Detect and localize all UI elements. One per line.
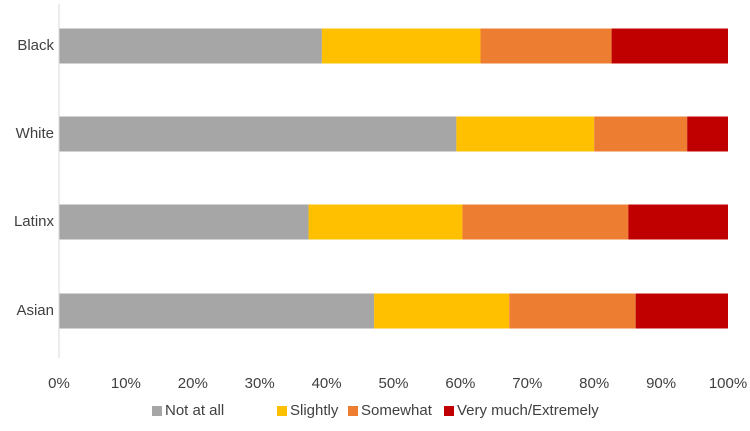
bar-black-very-much-extremely — [611, 28, 728, 64]
category-labels: Black White Latinx Asian — [14, 37, 55, 319]
x-tick-labels: 0% 10% 20% 30% 40% 50% 60% 70% 80% 90% 100% — [48, 375, 747, 392]
bar-latinx-not-at-all — [59, 204, 309, 240]
bar-black-not-at-all — [59, 28, 322, 64]
x-tick-label: 10% — [111, 375, 141, 392]
category-label-black: Black — [17, 37, 54, 54]
x-tick-label: 50% — [378, 375, 408, 392]
x-tick-label: 60% — [445, 375, 475, 392]
legend-swatch-slightly — [277, 406, 287, 416]
x-tick-label: 80% — [579, 375, 609, 392]
bar-asian-not-at-all — [59, 293, 375, 329]
bar-asian-very-much-extremely — [635, 293, 728, 329]
legend-label-not-at-all: Not at all — [165, 402, 224, 419]
x-tick-label: 40% — [312, 375, 342, 392]
x-tick-label: 30% — [245, 375, 275, 392]
legend-swatch-very-much-extremely — [444, 406, 454, 416]
category-label-white: White — [16, 125, 54, 142]
legend: Not at all Slightly Somewhat Very much/Extr… — [152, 402, 599, 419]
legend-label-very-much-extremely: Very much/Extremely — [457, 402, 599, 419]
bar-latinx-somewhat — [462, 204, 629, 240]
bar-asian-somewhat — [509, 293, 636, 329]
bar-white-not-at-all — [59, 116, 457, 152]
category-label-latinx: Latinx — [14, 213, 55, 230]
x-tick-label: 70% — [512, 375, 542, 392]
category-label-asian: Asian — [16, 302, 54, 319]
bar-asian-slightly — [374, 293, 510, 329]
x-tick-label: 90% — [646, 375, 676, 392]
legend-swatch-somewhat — [348, 406, 358, 416]
legend-label-somewhat: Somewhat — [361, 402, 433, 419]
bar-black-slightly — [321, 28, 481, 64]
bar-latinx-very-much-extremely — [628, 204, 728, 240]
x-tick-label: 20% — [178, 375, 208, 392]
bar-black-somewhat — [480, 28, 612, 64]
x-tick-label: 100% — [709, 375, 747, 392]
bars-layer — [59, 28, 728, 329]
legend-swatch-not-at-all — [152, 406, 162, 416]
x-tick-label: 0% — [48, 375, 70, 392]
bar-white-somewhat — [594, 116, 688, 152]
legend-label-slightly: Slightly — [290, 402, 339, 419]
bar-latinx-slightly — [308, 204, 463, 240]
bar-white-slightly — [456, 116, 595, 152]
bar-white-very-much-extremely — [687, 116, 728, 152]
